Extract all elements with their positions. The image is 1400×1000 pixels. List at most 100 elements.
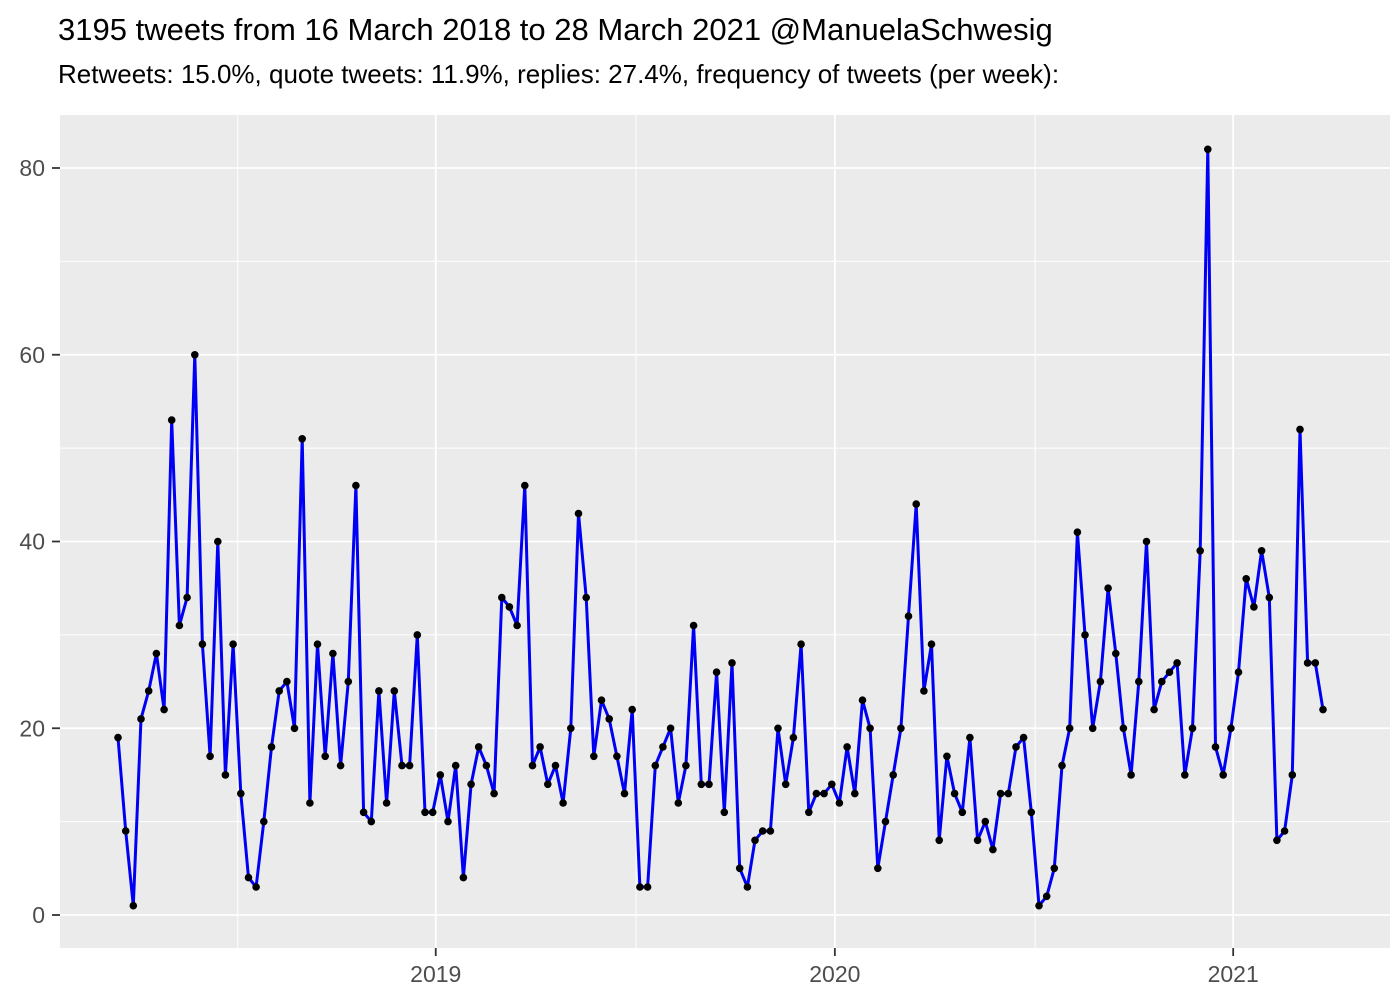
data-point bbox=[805, 808, 813, 817]
data-point bbox=[1096, 677, 1105, 686]
plot-panel bbox=[60, 115, 1390, 948]
data-point bbox=[413, 631, 422, 639]
data-point bbox=[152, 649, 161, 658]
data-point bbox=[643, 883, 652, 891]
data-point bbox=[1219, 771, 1227, 779]
data-point bbox=[781, 780, 790, 789]
y-axis-label: 20 bbox=[19, 715, 45, 741]
data-point bbox=[490, 789, 498, 798]
data-point bbox=[144, 687, 153, 695]
data-point bbox=[1027, 808, 1036, 817]
data-point bbox=[858, 696, 867, 704]
data-point bbox=[367, 817, 376, 826]
data-point bbox=[244, 873, 253, 882]
data-point bbox=[866, 724, 874, 733]
data-point bbox=[989, 845, 997, 854]
data-point bbox=[498, 593, 506, 602]
data-point bbox=[1142, 537, 1151, 546]
data-point bbox=[843, 743, 851, 751]
data-point bbox=[697, 780, 706, 789]
data-point bbox=[1004, 789, 1013, 798]
data-point bbox=[1188, 724, 1197, 733]
data-point bbox=[797, 640, 805, 648]
data-point bbox=[628, 705, 636, 714]
data-point bbox=[636, 883, 644, 891]
data-point bbox=[943, 752, 951, 761]
data-point bbox=[1319, 705, 1327, 714]
data-point bbox=[674, 799, 683, 807]
data-point bbox=[1158, 677, 1166, 686]
data-point bbox=[981, 817, 990, 826]
data-point bbox=[528, 761, 537, 770]
data-point bbox=[344, 677, 353, 686]
data-point bbox=[390, 687, 399, 695]
data-point bbox=[1181, 771, 1189, 779]
data-point bbox=[1265, 593, 1274, 602]
data-point bbox=[1250, 603, 1258, 611]
data-point bbox=[252, 883, 260, 891]
data-point bbox=[613, 752, 621, 761]
data-point bbox=[114, 733, 122, 742]
data-point bbox=[398, 761, 406, 770]
data-point bbox=[1257, 547, 1266, 555]
data-point bbox=[1165, 668, 1174, 676]
data-point bbox=[482, 761, 491, 770]
data-point bbox=[137, 715, 145, 723]
data-point bbox=[1088, 724, 1097, 733]
data-point bbox=[1196, 547, 1204, 555]
data-point bbox=[536, 743, 544, 751]
data-point bbox=[459, 873, 468, 882]
data-point bbox=[559, 799, 567, 807]
data-point bbox=[1019, 733, 1028, 742]
data-point bbox=[889, 771, 897, 779]
data-point bbox=[329, 649, 337, 658]
data-point bbox=[260, 817, 268, 826]
data-point bbox=[851, 789, 859, 798]
data-point bbox=[651, 761, 660, 770]
data-point bbox=[175, 621, 184, 630]
data-point bbox=[405, 761, 414, 770]
data-point bbox=[1288, 771, 1297, 779]
y-axis-label: 60 bbox=[19, 342, 45, 368]
data-point bbox=[1058, 761, 1066, 770]
data-point bbox=[1073, 528, 1082, 536]
data-point bbox=[237, 789, 245, 798]
data-point bbox=[214, 537, 222, 546]
data-point bbox=[758, 827, 767, 835]
data-point bbox=[1135, 677, 1143, 686]
data-point bbox=[306, 799, 314, 807]
data-point bbox=[828, 780, 836, 789]
data-point bbox=[835, 799, 844, 807]
data-point bbox=[874, 864, 882, 873]
frequency-line bbox=[116, 147, 1325, 908]
data-point bbox=[689, 621, 698, 630]
data-point bbox=[820, 789, 828, 798]
data-point bbox=[221, 771, 230, 779]
data-point bbox=[897, 724, 905, 733]
x-axis-label: 2019 bbox=[410, 961, 461, 987]
data-point bbox=[590, 752, 598, 761]
data-point bbox=[283, 677, 291, 686]
data-point bbox=[1112, 649, 1120, 658]
data-point bbox=[774, 724, 782, 733]
data-point bbox=[267, 743, 276, 751]
x-axis-label: 2020 bbox=[809, 961, 860, 987]
data-point bbox=[1127, 771, 1135, 779]
y-axis-label: 80 bbox=[19, 155, 45, 181]
data-point bbox=[574, 509, 583, 518]
data-point bbox=[1234, 668, 1243, 676]
data-point bbox=[1012, 743, 1020, 751]
data-point bbox=[935, 836, 943, 845]
data-point bbox=[352, 481, 360, 490]
data-point bbox=[1150, 705, 1158, 714]
data-point bbox=[659, 743, 667, 751]
data-point bbox=[728, 659, 736, 667]
data-point bbox=[513, 621, 521, 630]
data-point bbox=[1311, 659, 1320, 667]
data-point bbox=[544, 780, 552, 789]
data-point bbox=[474, 743, 483, 751]
data-point bbox=[229, 640, 237, 648]
data-point bbox=[359, 808, 368, 817]
